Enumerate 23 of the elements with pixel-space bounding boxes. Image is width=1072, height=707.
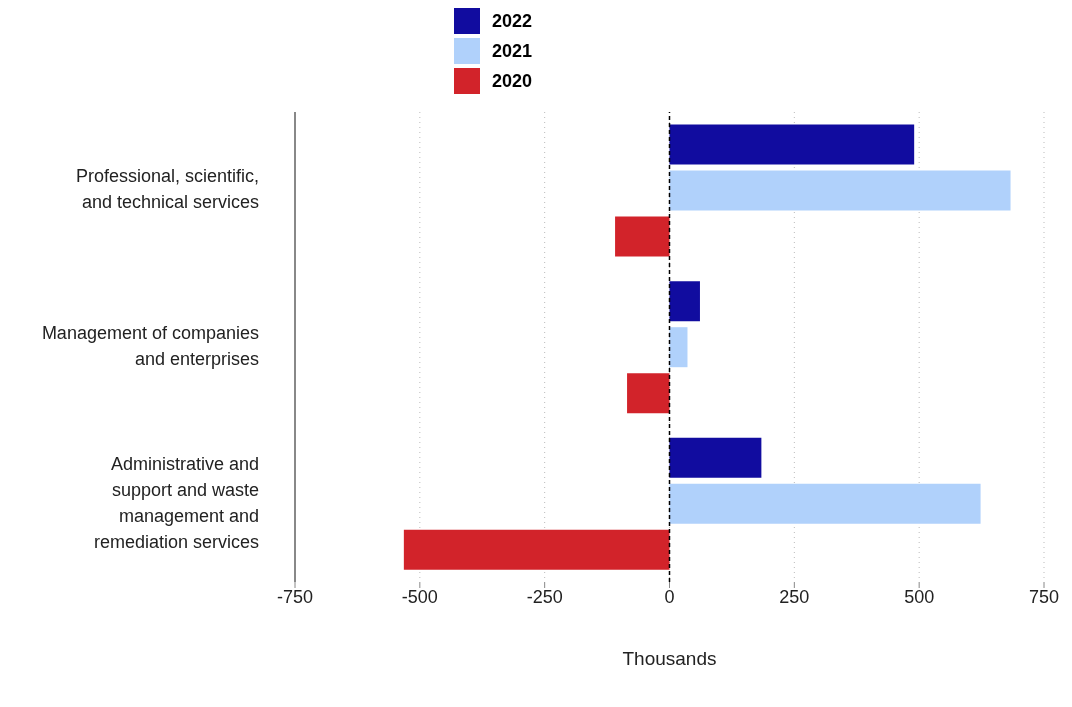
x-tick-label: 0 [664, 586, 675, 607]
bar [669, 327, 688, 368]
bar [669, 170, 1011, 211]
y-tick-label: Management of companies and enterprises [41, 322, 259, 369]
legend-label: 2020 [492, 70, 533, 92]
y-tick-label: Administrative and support and waste management and remediation services [93, 453, 259, 552]
bar [669, 281, 700, 322]
legend-label: 2022 [492, 10, 533, 32]
bar [615, 216, 670, 257]
x-tick-label: -500 [401, 586, 438, 607]
x-tick-label: 250 [779, 586, 810, 607]
x-tick-label: -750 [276, 586, 314, 607]
bar [669, 483, 981, 524]
bar [627, 373, 670, 414]
bar [669, 124, 915, 165]
bar [403, 529, 670, 570]
legend-label: 2021 [492, 40, 533, 62]
y-tick-label: Professional, scientific, and technical services [75, 166, 259, 213]
x-tick-label: 500 [904, 586, 935, 607]
x-axis-title: Thousands [622, 648, 717, 670]
bar [669, 437, 762, 478]
x-tick-label: -250 [526, 586, 563, 607]
x-tick-label: 750 [1028, 586, 1060, 607]
